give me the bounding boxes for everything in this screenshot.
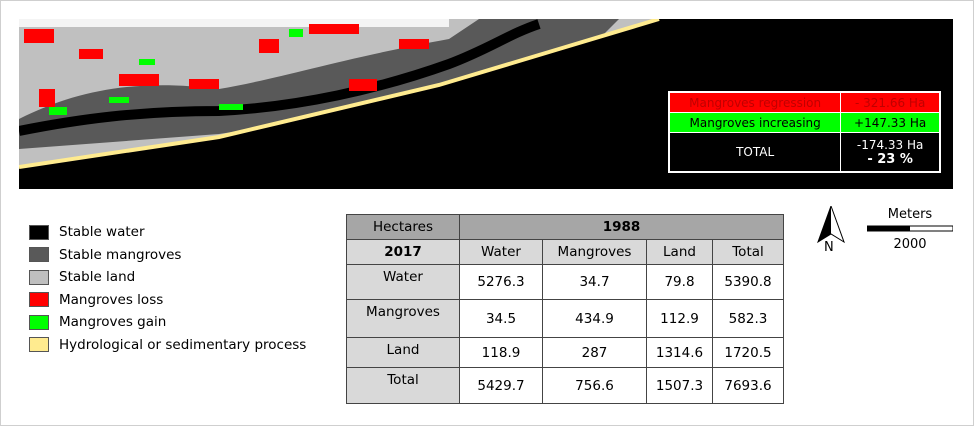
label: Mangroves regression [669,92,841,113]
legend-label: Mangroves loss [59,292,163,308]
north-arrow: N [814,206,854,256]
legend-swatch [29,337,49,352]
legend-label: Mangroves gain [59,314,166,330]
legend-item: Stable land [29,266,306,289]
cell: 112.9 [647,300,713,338]
row-header: Total [347,368,460,404]
value: - 321.66 Ha [841,92,940,113]
cell: 118.9 [460,338,543,368]
north-label: N [824,240,834,255]
cell: 1314.6 [647,338,713,368]
label: Mangroves increasing [669,113,841,133]
map-summary: Mangroves regression- 321.66 Ha Mangrove… [668,91,941,173]
scale-distance: 2000 [867,237,953,252]
row-header: Mangroves [347,300,460,338]
cell: 1507.3 [647,368,713,404]
legend-item: Mangroves gain [29,311,306,334]
legend-swatch [29,292,49,307]
cell: 5429.7 [460,368,543,404]
legend-label: Stable land [59,269,135,285]
label: TOTAL [669,133,841,173]
column-header: Total [713,240,784,265]
legend-swatch [29,247,49,262]
legend-swatch [29,270,49,285]
cell: 1720.5 [713,338,784,368]
legend-label: Stable water [59,224,145,240]
value: -174.33 Ha [845,138,935,152]
row-header: Land [347,338,460,368]
column-header: Water [460,240,543,265]
legend-label: Hydrological or sedimentary process [59,337,306,353]
legend: Stable water Stable mangroves Stable land M… [29,221,306,356]
cell: 5390.8 [713,265,784,300]
row-header: Water [347,265,460,300]
legend-swatch [29,225,49,240]
cell: 34.5 [460,300,543,338]
column-header: Mangroves [543,240,647,265]
column-header: Land [647,240,713,265]
cell: 434.9 [543,300,647,338]
cell: 756.6 [543,368,647,404]
cell: 287 [543,338,647,368]
corner: Hectares [347,215,460,240]
value: +147.33 Ha [841,113,940,133]
legend-item: Stable water [29,221,306,244]
percent: - 23 % [845,152,935,167]
legend-item: Hydrological or sedimentary process [29,334,306,357]
col-group: 1988 [460,215,784,240]
scale-bar: Meters 2000 [867,207,953,252]
row-group: 2017 [347,240,460,265]
cell: 79.8 [647,265,713,300]
legend-swatch [29,315,49,330]
cell: 582.3 [713,300,784,338]
legend-item: Stable mangroves [29,244,306,267]
legend-label: Stable mangroves [59,247,181,263]
cell: 7693.6 [713,368,784,404]
scale-unit: Meters [867,207,953,222]
cell: 34.7 [543,265,647,300]
legend-item: Mangroves loss [29,289,306,312]
figure: Mangroves regression- 321.66 Ha Mangrove… [0,0,974,426]
cell: 5276.3 [460,265,543,300]
